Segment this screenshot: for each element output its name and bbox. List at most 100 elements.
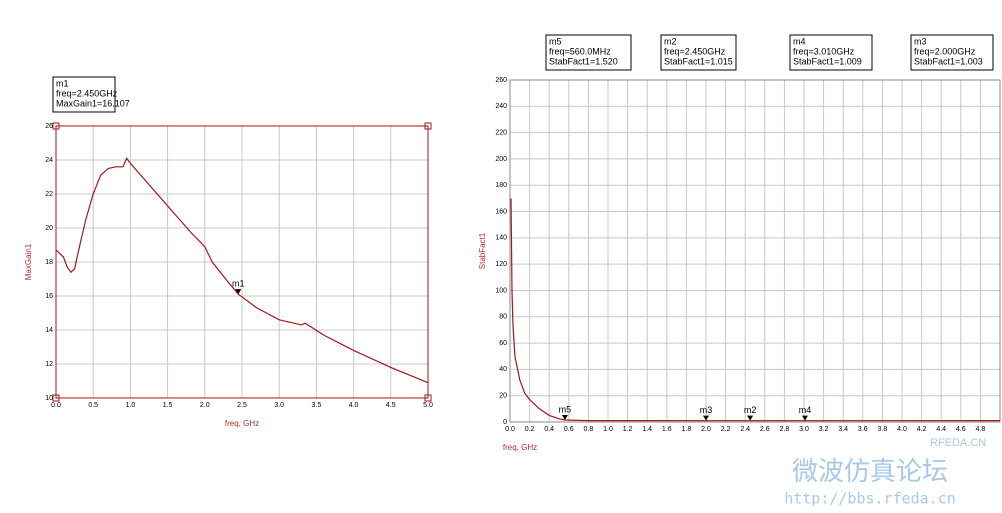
y-tick-label: 40 xyxy=(499,366,507,373)
marker-box-frame xyxy=(52,76,116,113)
marker-triangle xyxy=(747,415,754,421)
y-tick-label: 20 xyxy=(45,225,53,232)
marker-box-text: freq=2.000GHz xyxy=(914,46,976,56)
marker-name: m5 xyxy=(559,404,572,414)
x-tick-label: 0.4 xyxy=(544,426,554,433)
x-tick-label: 3.8 xyxy=(878,426,888,433)
marker-name: m3 xyxy=(700,405,713,415)
marker-box-text: freq=560.0MHz xyxy=(549,46,611,56)
marker-box-text: MaxGain1=16.107 xyxy=(56,98,130,108)
y-tick-label: 100 xyxy=(495,287,507,294)
y-tick-label: 200 xyxy=(495,156,507,163)
marker-box-text: freq=3.010GHz xyxy=(793,46,855,56)
x-tick-label: 1.6 xyxy=(662,426,672,433)
marker-box-text: freq=2.450GHz xyxy=(664,46,726,56)
x-tick-label: 3.5 xyxy=(312,402,322,409)
x-tick-label: 4.5 xyxy=(386,402,396,409)
marker-triangle xyxy=(801,415,808,421)
x-tick-label: 1.8 xyxy=(682,426,692,433)
x-tick-label: 2.8 xyxy=(780,426,790,433)
marker-box-text: freq=2.450GHz xyxy=(56,88,118,98)
marker-box-name: m1 xyxy=(56,78,69,88)
y-tick-label: 180 xyxy=(495,182,507,189)
y-tick-label: 120 xyxy=(495,261,507,268)
y-tick-label: 140 xyxy=(495,235,507,242)
x-tick-label: 3.0 xyxy=(274,402,284,409)
watermark-url: http://bbs.rfeda.cn xyxy=(784,490,956,508)
x-tick-label: 4.6 xyxy=(956,426,966,433)
y-tick-label: 160 xyxy=(495,208,507,215)
x-tick-label: 2.6 xyxy=(760,426,770,433)
x-axis-label: freq, GHz xyxy=(225,419,259,428)
marker-box-name: m2 xyxy=(664,36,677,46)
y-tick-label: 0 xyxy=(503,419,507,426)
marker-box-text: StabFact1=1.015 xyxy=(664,56,733,66)
x-tick-label: 0.8 xyxy=(584,426,594,433)
y-tick-label: 10 xyxy=(45,395,53,402)
marker-box-text: StabFact1=1.520 xyxy=(549,56,618,66)
watermark-site: RFEDA.CN xyxy=(930,437,986,449)
y-tick-label: 60 xyxy=(499,340,507,347)
y-tick-label: 20 xyxy=(499,393,507,400)
data-line xyxy=(55,157,429,384)
frame-handle xyxy=(424,394,432,402)
y-tick-label: 18 xyxy=(45,259,53,266)
marker-name: m1 xyxy=(232,279,245,289)
marker-box-frame xyxy=(545,34,632,71)
x-tick-label: 3.0 xyxy=(799,426,809,433)
data-line xyxy=(510,198,1001,422)
y-tick-label: 80 xyxy=(499,314,507,321)
y-tick-label: 240 xyxy=(495,103,507,110)
marker-triangle xyxy=(703,415,709,421)
x-tick-label: 1.5 xyxy=(163,402,173,409)
x-tick-label: 3.2 xyxy=(819,426,829,433)
y-tick-label: 26 xyxy=(45,123,53,130)
x-tick-label: 3.4 xyxy=(838,426,848,433)
watermark-title: 微波仿真论坛 xyxy=(792,456,948,486)
plot-frame xyxy=(55,125,429,399)
x-tick-label: 1.2 xyxy=(623,426,633,433)
x-tick-label: 4.2 xyxy=(917,426,927,433)
x-tick-label: 1.4 xyxy=(642,426,652,433)
x-tick-label: 5.0 xyxy=(423,402,433,409)
marker-name: m2 xyxy=(744,405,757,415)
y-tick-label: 12 xyxy=(45,361,53,368)
y-tick-label: 220 xyxy=(495,129,507,136)
marker-box-name: m5 xyxy=(549,36,562,46)
x-tick-label: 3.6 xyxy=(858,426,868,433)
frame-handle xyxy=(52,122,60,130)
y-tick-label: 22 xyxy=(45,191,53,198)
y-axis-label: StabFact1 xyxy=(478,232,487,269)
frame-handle xyxy=(52,394,60,402)
marker-name: m4 xyxy=(799,405,812,415)
y-axis-label: MaxGain1 xyxy=(24,243,33,280)
y-tick-label: 24 xyxy=(45,157,53,164)
x-tick-label: 0.2 xyxy=(525,426,535,433)
y-tick-label: 14 xyxy=(45,327,53,334)
x-tick-label: 4.8 xyxy=(976,426,986,433)
marker-box-text: StabFact1=1.003 xyxy=(914,56,983,66)
x-tick-label: 1.0 xyxy=(126,402,136,409)
x-tick-label: 4.4 xyxy=(936,426,946,433)
marker-box-frame xyxy=(910,34,994,71)
marker-box-name: m3 xyxy=(914,36,927,46)
x-tick-label: 4.0 xyxy=(897,426,907,433)
y-tick-label: 260 xyxy=(495,77,507,84)
marker-triangle xyxy=(235,289,242,295)
frame-handle xyxy=(424,122,432,130)
marker-box-frame xyxy=(789,34,873,71)
marker-box-name: m4 xyxy=(793,36,806,46)
x-tick-label: 2.2 xyxy=(721,426,731,433)
plot-frame xyxy=(509,79,1001,423)
y-tick-label: 16 xyxy=(45,293,53,300)
x-tick-label: 0.6 xyxy=(564,426,574,433)
x-axis-label: freq, GHz xyxy=(503,443,537,452)
marker-triangle xyxy=(561,415,568,421)
x-tick-label: 2.5 xyxy=(237,402,247,409)
